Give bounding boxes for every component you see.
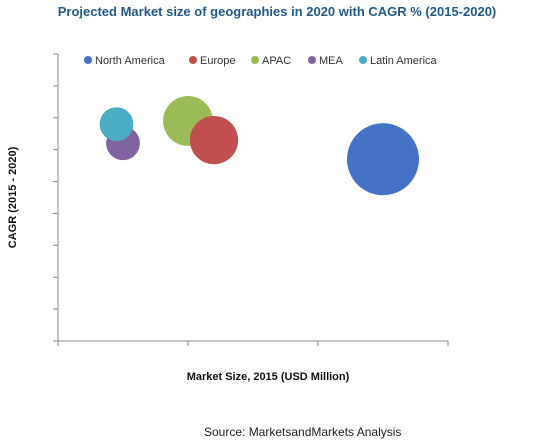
legend-label-apac: APAC (262, 55, 291, 67)
y-axis-title: CAGR (2015 - 2020) (7, 146, 19, 248)
legend-marker-europe (189, 56, 197, 64)
chart-title: Projected Market size of geographies in … (57, 4, 497, 19)
legend-marker-mea (308, 56, 316, 64)
legend-marker-latin-america (359, 56, 367, 64)
source-note: Source: MarketsandMarkets Analysis (204, 425, 402, 439)
bubble-north-america (347, 123, 419, 196)
legend-label-north-america: North America (95, 55, 166, 67)
bubble-europe (189, 115, 239, 165)
legend-marker-apac (251, 56, 259, 64)
legend-label-latin-america: Latin America (370, 55, 438, 67)
bubble-latin-america (99, 107, 134, 142)
legend-label-mea: MEA (319, 55, 344, 67)
legend-label-europe: Europe (200, 55, 235, 67)
legend-marker-north-america (84, 56, 92, 64)
x-axis-title: Market Size, 2015 (USD Million) (187, 371, 350, 383)
